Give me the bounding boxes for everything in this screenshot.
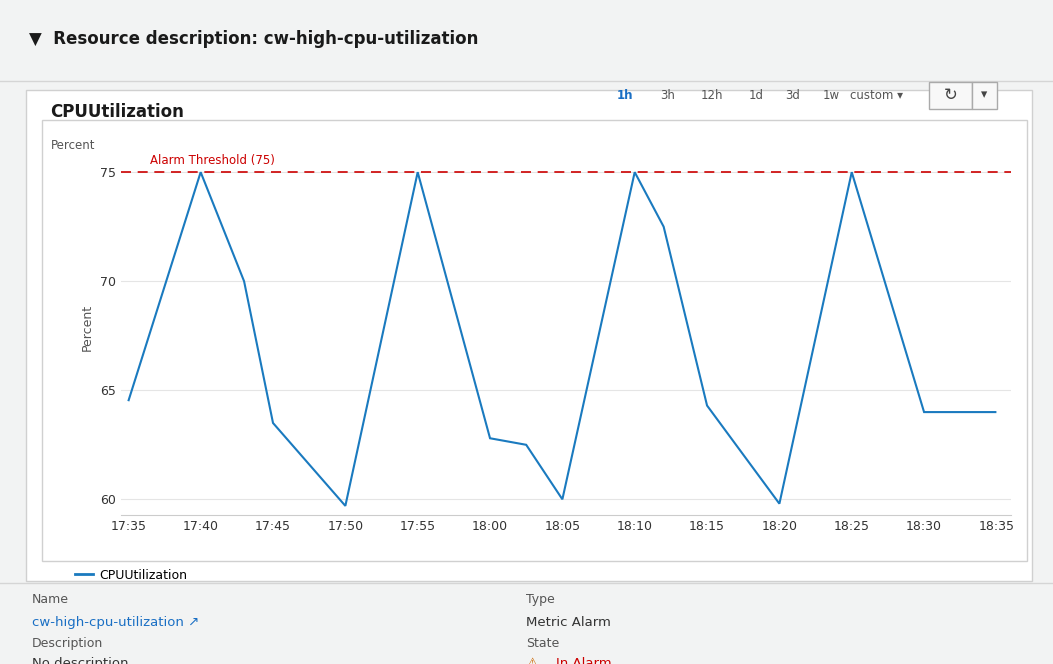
Text: Metric Alarm: Metric Alarm xyxy=(526,616,612,629)
FancyBboxPatch shape xyxy=(930,82,972,110)
Text: 3d: 3d xyxy=(786,89,800,102)
Text: ↻: ↻ xyxy=(943,86,957,104)
FancyBboxPatch shape xyxy=(972,82,997,110)
Text: State: State xyxy=(526,637,560,651)
Text: Alarm Threshold (75): Alarm Threshold (75) xyxy=(150,153,275,167)
Text: Description: Description xyxy=(32,637,103,651)
Text: CPUUtilization: CPUUtilization xyxy=(51,103,184,121)
Text: 3h: 3h xyxy=(660,89,675,102)
Legend: CPUUtilization: CPUUtilization xyxy=(69,564,193,587)
Text: ▾: ▾ xyxy=(981,88,988,102)
Text: 1h: 1h xyxy=(616,89,633,102)
Text: Percent: Percent xyxy=(51,139,95,153)
Text: 1d: 1d xyxy=(749,89,763,102)
Text: Name: Name xyxy=(32,594,68,606)
Text: ▼  Resource description: cw-high-cpu-utilization: ▼ Resource description: cw-high-cpu-util… xyxy=(29,30,479,48)
Text: Type: Type xyxy=(526,594,555,606)
Text: custom ▾: custom ▾ xyxy=(850,89,902,102)
Text: 1w: 1w xyxy=(822,89,839,102)
Text: No description: No description xyxy=(32,657,128,664)
Text: In Alarm: In Alarm xyxy=(556,657,612,664)
Text: 12h: 12h xyxy=(701,89,723,102)
Y-axis label: Percent: Percent xyxy=(81,303,94,351)
Text: ⚠: ⚠ xyxy=(526,657,538,664)
Text: cw-high-cpu-utilization ↗: cw-high-cpu-utilization ↗ xyxy=(32,616,199,629)
